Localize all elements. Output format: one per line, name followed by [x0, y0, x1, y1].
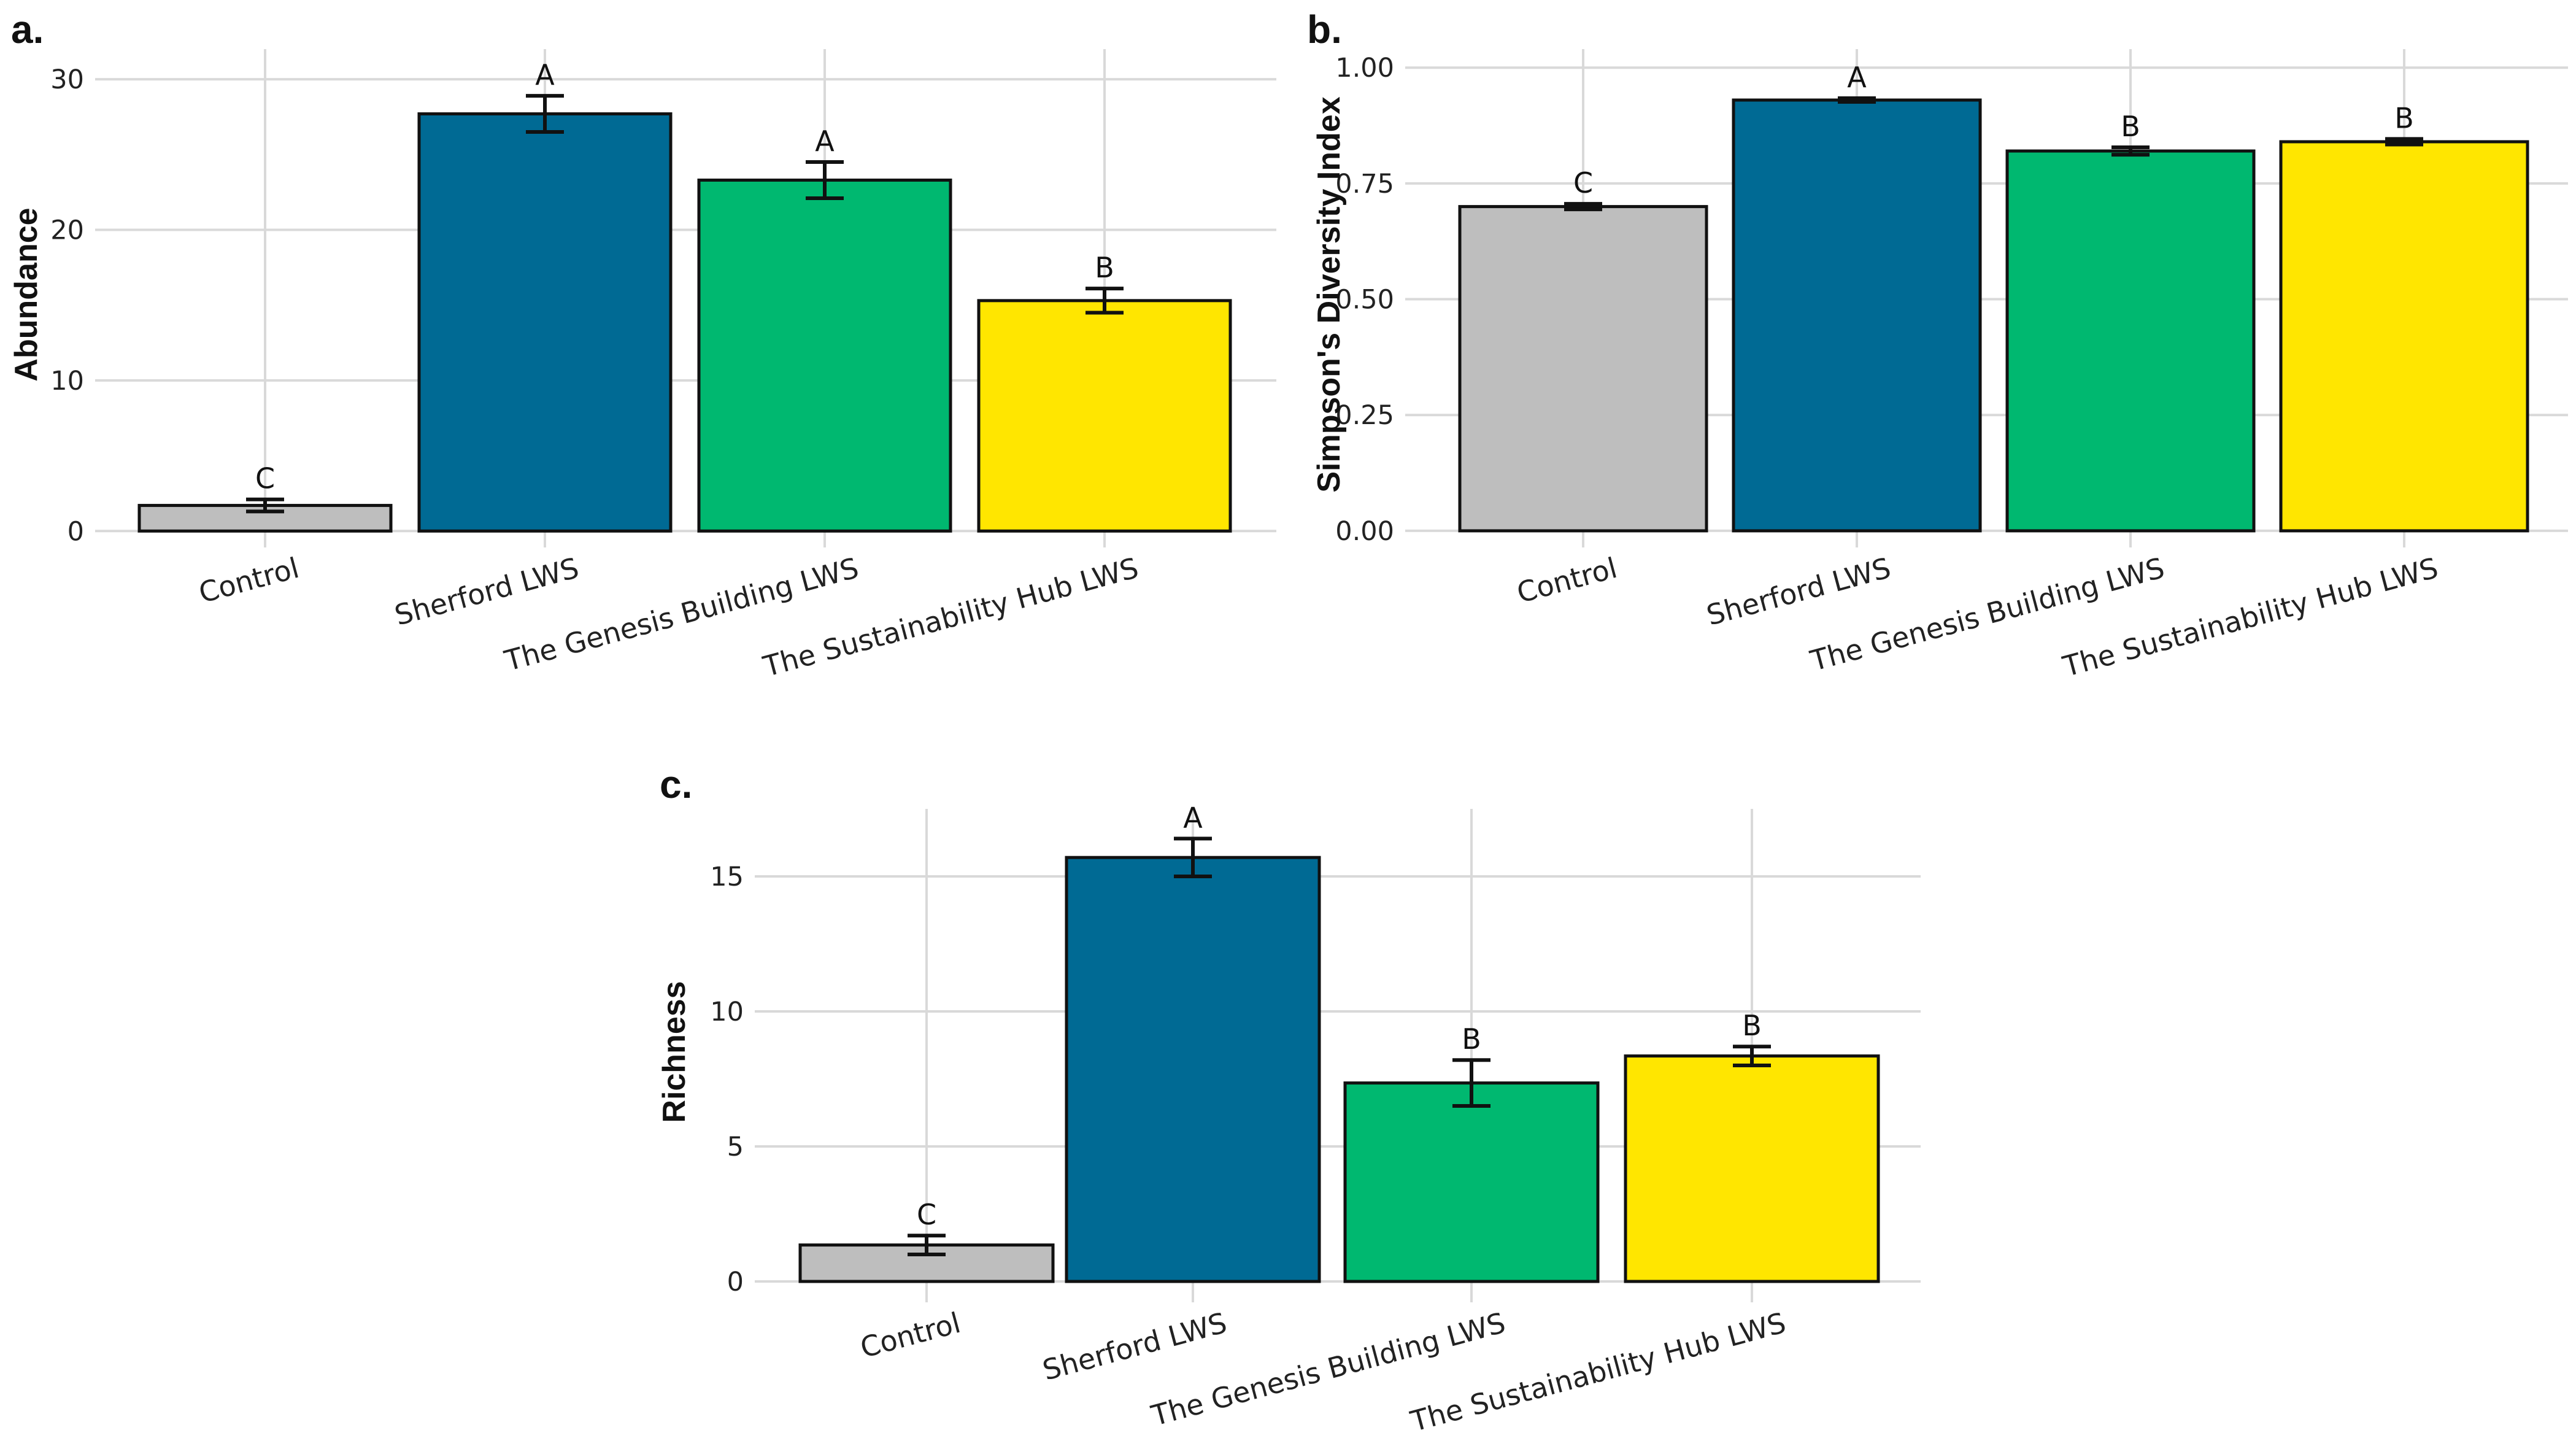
y-axis-title: Abundance	[9, 207, 44, 381]
panel-label: c.	[660, 762, 692, 806]
significance-label: B	[1095, 251, 1114, 284]
y-tick-label: 0.25	[1335, 400, 1394, 431]
x-tick-label: Sherford LWS	[1039, 1306, 1230, 1387]
bar	[1732, 98, 1982, 533]
x-tick-label: Control	[857, 1306, 964, 1364]
panel-label: a.	[11, 7, 44, 52]
bar	[1343, 1081, 1600, 1283]
bar	[1065, 856, 1321, 1283]
y-tick-label: 10	[50, 366, 84, 396]
significance-label: B	[2394, 101, 2414, 134]
y-tick-label: 10	[710, 997, 744, 1027]
significance-label: A	[1847, 61, 1867, 94]
y-axis-title: Richness	[657, 981, 692, 1122]
significance-label: B	[1742, 1009, 1762, 1042]
bar	[2279, 140, 2529, 533]
x-tick-label: Sherford LWS	[1703, 551, 1894, 632]
significance-label: C	[917, 1198, 936, 1231]
significance-label: B	[1462, 1022, 1481, 1056]
y-tick-label: 0.75	[1335, 169, 1394, 199]
bar	[1458, 205, 1708, 533]
x-tick-label: Control	[1513, 551, 1621, 609]
x-tick-label: Sherford LWS	[391, 551, 582, 632]
y-tick-label: 0	[67, 516, 84, 547]
y-axis-title: Simpson's Diversity Index	[1311, 96, 1347, 492]
y-tick-label: 30	[50, 64, 84, 95]
bar	[697, 178, 952, 533]
significance-label: A	[1183, 801, 1203, 834]
bar	[1624, 1054, 1880, 1283]
x-tick-label: Control	[195, 551, 303, 609]
y-tick-label: 1.00	[1335, 53, 1394, 83]
panel-label: b.	[1307, 7, 1342, 52]
significance-label: C	[1573, 166, 1593, 199]
bar	[977, 299, 1232, 533]
significance-label: C	[255, 462, 275, 495]
chart-panel-b: 0.00 0.25 0.50 0.75 1.00 C Control A Sherford LW…	[1307, 7, 2568, 683]
bar	[417, 112, 673, 533]
y-tick-label: 20	[50, 215, 84, 245]
y-tick-label: 0.50	[1335, 285, 1394, 315]
y-tick-label: 0	[727, 1267, 744, 1297]
significance-label: A	[815, 125, 835, 158]
significance-label: B	[2121, 110, 2140, 143]
y-tick-label: 0.00	[1335, 516, 1394, 547]
bar	[2005, 149, 2256, 533]
y-tick-label: 5	[727, 1132, 744, 1162]
significance-label: A	[535, 58, 555, 91]
y-tick-label: 15	[710, 862, 744, 892]
